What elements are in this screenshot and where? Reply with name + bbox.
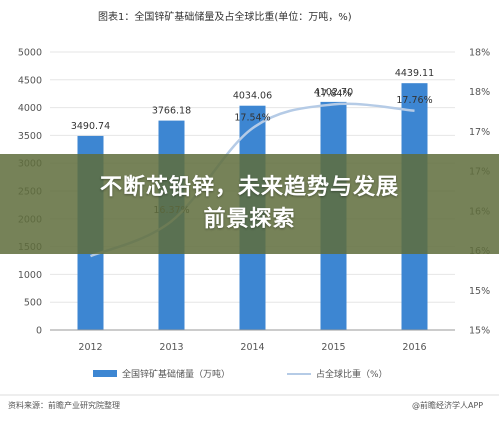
x-axis: 2012 2013 2014 2015 2016	[50, 330, 455, 353]
x-tick-label: 2016	[402, 342, 426, 353]
footer-brand: @前瞻经济学人APP	[412, 400, 483, 410]
y-tick-label-right: 18%	[469, 87, 490, 98]
footer-source: 资料来源：前瞻产业研究院整理	[8, 400, 120, 410]
x-tick-label: 2013	[159, 342, 183, 353]
y-tick-label-left: 4500	[18, 75, 42, 86]
y-tick-label-right: 15%	[469, 286, 490, 297]
y-tick-label-left: 500	[24, 298, 42, 309]
x-tick-label: 2012	[78, 342, 102, 353]
y-tick-label-right: 17%	[469, 127, 490, 138]
bar-data-label: 4034.06	[233, 91, 272, 102]
y-tick-label-right: 18%	[469, 48, 490, 59]
legend-label-bar: 全国锌矿基础储量（万吨）	[122, 368, 230, 380]
bar-data-label: 4439.11	[395, 68, 434, 79]
y-tick-label-left: 1000	[18, 270, 42, 281]
legend-label-line: 占全球比重（%）	[316, 368, 388, 380]
x-tick-label: 2014	[240, 342, 264, 353]
chart-title: 图表1：全国锌矿基础储量及占全球比重(单位：万吨，%)	[98, 10, 352, 23]
y-tick-label-left: 3500	[18, 131, 42, 142]
line-data-label: 17.54%	[234, 112, 270, 123]
overlay-headline: 不断芯铅锌，未来趋势与发展	[100, 172, 399, 204]
legend-swatch-bar	[93, 370, 117, 377]
legend: 全国锌矿基础储量（万吨） 占全球比重（%）	[93, 368, 388, 380]
bar-data-label: 3490.74	[71, 121, 110, 132]
y-tick-label-left: 0	[36, 326, 42, 337]
x-tick-label: 2015	[321, 342, 345, 353]
line-data-label: 17.84%	[315, 88, 351, 99]
y-tick-label-right: 15%	[469, 326, 490, 337]
bar-data-label: 3766.18	[152, 106, 191, 117]
overlay-banner: 不断芯铅锌，未来趋势与发展 前景探索	[0, 154, 499, 254]
overlay-subline: 前景探索	[203, 204, 295, 236]
y-tick-label-left: 5000	[18, 48, 42, 59]
y-tick-label-left: 4000	[18, 103, 42, 114]
line-data-label: 17.76%	[396, 95, 432, 106]
